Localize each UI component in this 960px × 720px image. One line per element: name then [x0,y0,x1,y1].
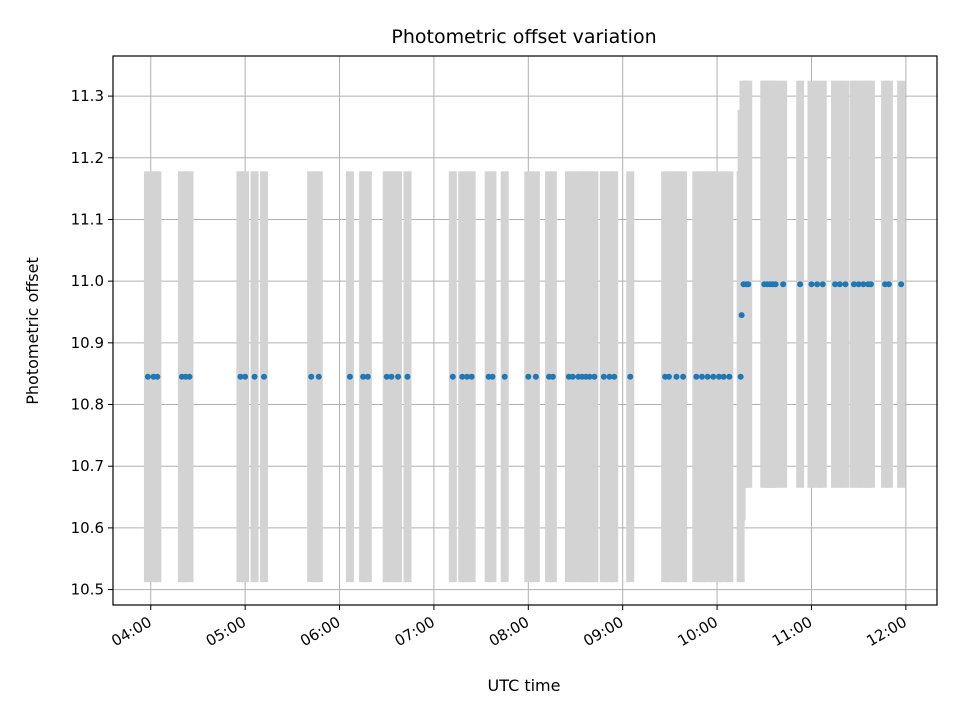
data-point [404,373,411,380]
data-point [383,373,390,380]
data-point [814,281,821,288]
data-point [611,373,618,380]
data-point [738,312,745,319]
data-point [850,281,857,288]
data-point [673,373,680,380]
data-point [364,373,371,380]
data-point [586,373,593,380]
data-point [186,373,193,380]
data-point [501,373,508,380]
data-point [885,281,892,288]
data-point [680,373,687,380]
data-point [832,281,839,288]
data-point [463,373,470,380]
y-axis-ticks: 10.5 10.6 10.7 10.8 10.9 11.0 11.1 11.2 11.3 [71,87,113,599]
data-point [726,373,733,380]
data-point [797,281,804,288]
data-point [569,373,576,380]
data-point [627,373,634,380]
data-point [600,373,607,380]
data-point [489,373,496,380]
data-point [842,281,849,288]
data-point [261,373,268,380]
data-point [251,373,258,380]
data-point [395,373,402,380]
data-point [715,373,722,380]
data-points [144,281,905,380]
plot-frame [112,55,938,606]
data-point [315,373,322,380]
data-point [388,373,395,380]
data-point [665,373,672,380]
data-point [710,373,717,380]
data-point [898,281,905,288]
chart-title: Photometric offset variation [391,26,656,48]
y-tick-label: 11.1 [71,210,104,228]
data-point [860,281,867,288]
data-point [855,281,862,288]
data-point [867,281,874,288]
data-point [591,373,598,380]
y-tick-label: 10.9 [71,334,104,352]
data-point [154,373,161,380]
data-point [737,373,744,380]
data-point [704,373,711,380]
y-tick-label: 11.3 [71,87,104,105]
data-point [532,373,539,380]
data-point [308,373,315,380]
y-tick-label: 11.0 [71,272,104,290]
data-point [237,373,244,380]
data-point [745,281,752,288]
y-tick-label: 11.2 [71,149,104,167]
data-point [698,373,705,380]
data-point [819,281,826,288]
data-point [549,373,556,380]
y-axis-label: Photometric offset [23,257,42,405]
data-point [459,373,466,380]
y-tick-label: 10.8 [71,396,104,414]
data-point [720,373,727,380]
data-point [693,373,700,380]
data-point [346,373,353,380]
data-point [606,373,613,380]
y-tick-label: 10.6 [71,519,104,537]
data-point [242,373,249,380]
data-point [772,281,779,288]
data-point [808,281,815,288]
data-point [449,373,456,380]
y-tick-label: 10.5 [71,581,104,599]
x-axis-label: UTC time [488,676,561,695]
data-point [144,373,151,380]
data-point [525,373,532,380]
data-point [836,281,843,288]
data-point [780,281,787,288]
y-tick-label: 10.7 [71,457,104,475]
data-point [468,373,475,380]
data-point [360,373,367,380]
